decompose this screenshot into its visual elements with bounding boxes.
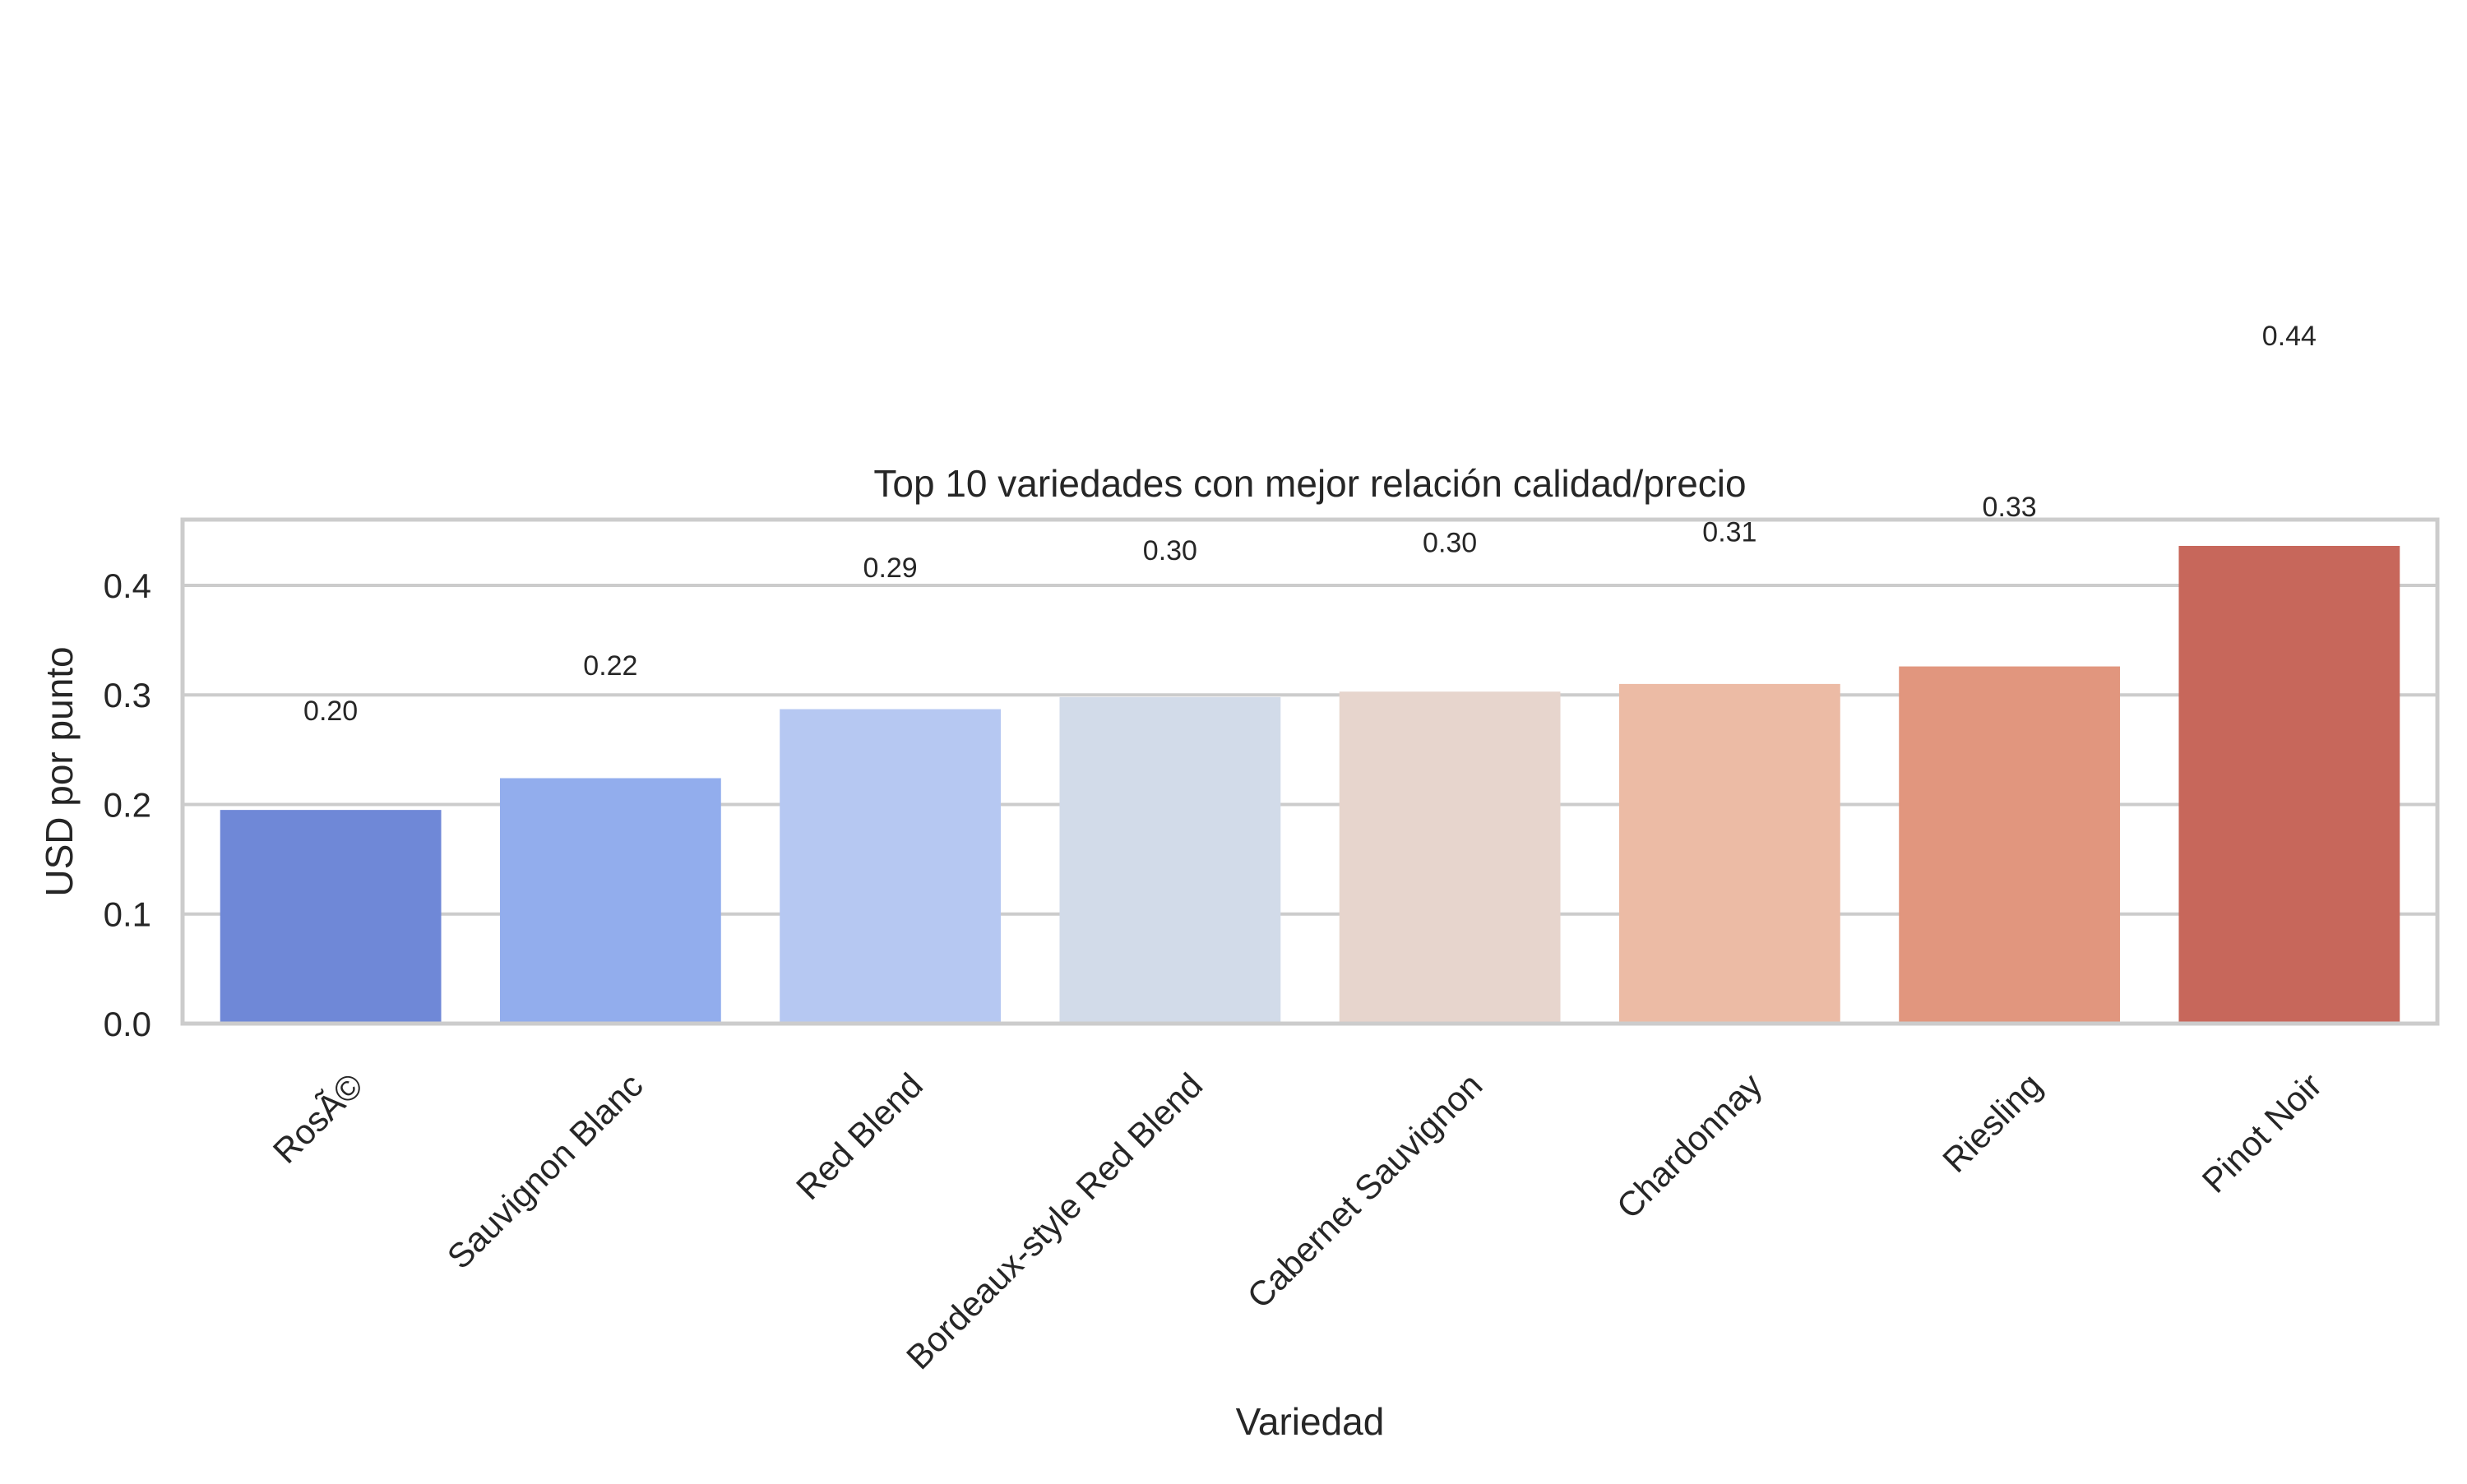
x-tick-label: RosÃ© (266, 1066, 371, 1171)
data-label: 0.44 (2262, 321, 2317, 352)
x-tick-label: Sauvignon Blanc (440, 1066, 650, 1276)
y-axis-label: USD por punto (38, 646, 81, 896)
data-label: 0.29 (863, 552, 918, 584)
x-tick-label: Cabernet Sauvignon (1239, 1066, 1489, 1315)
x-tick-label: Bordeaux-style Red Blend (899, 1066, 1210, 1376)
bar (499, 778, 721, 1024)
data-labels: 0.20 0.22 0.29 0.30 0.30 0.31 0.33 0.44 (303, 321, 2317, 727)
bar (1899, 666, 2121, 1024)
bar (780, 709, 1002, 1024)
bar (220, 810, 442, 1024)
data-label: 0.22 (583, 650, 637, 682)
bar (2178, 545, 2400, 1024)
data-label: 0.31 (1702, 516, 1757, 548)
plot-frame (180, 517, 2440, 1026)
x-tick-label: Riesling (1935, 1066, 2049, 1180)
bar (1339, 691, 1561, 1024)
y-tick-labels: 0.0 0.1 0.2 0.3 0.4 (104, 566, 151, 1043)
data-label: 0.30 (1423, 528, 1477, 559)
chart-title: Top 10 variedades con mejor relación cal… (873, 462, 1746, 505)
data-label: 0.20 (303, 696, 358, 727)
x-tick-label: Pinot Noir (2195, 1066, 2330, 1200)
bar (1618, 683, 1840, 1024)
x-tick-label: Chardonnay (1609, 1066, 1770, 1226)
bar (1059, 696, 1281, 1024)
data-label: 0.33 (1983, 492, 2037, 523)
x-axis-label: Variedad (1236, 1400, 1385, 1443)
y-tick-label: 0.2 (104, 785, 151, 824)
x-tick-label: Red Blend (789, 1066, 930, 1207)
y-tick-label: 0.4 (104, 566, 151, 605)
bars (220, 545, 2400, 1024)
y-tick-label: 0.3 (104, 676, 151, 714)
y-tick-label: 0.0 (104, 1005, 151, 1043)
y-tick-label: 0.1 (104, 895, 151, 934)
x-tick-labels: RosÃ© Sauvignon Blanc Red BlendBordeaux-st… (266, 1066, 2330, 1376)
data-label: 0.30 (1143, 535, 1197, 566)
